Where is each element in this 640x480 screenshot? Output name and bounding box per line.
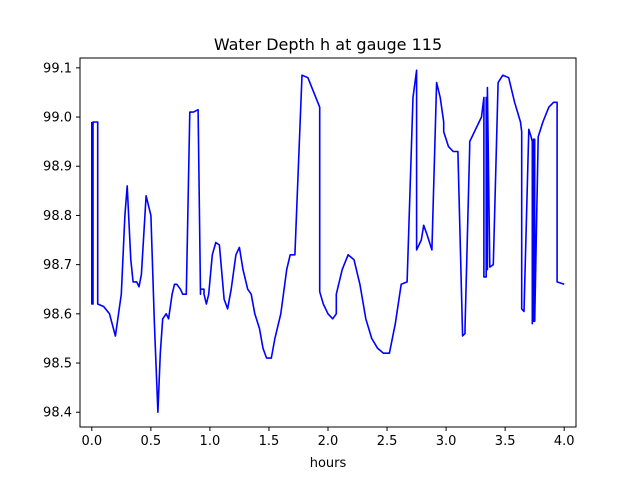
y-tick-label: 98.6 bbox=[43, 307, 72, 322]
x-axis: 0.0 0.5 1.0 1.5 2.0 2.5 3.0 3.5 4.0 bbox=[81, 427, 575, 449]
y-tick-label: 98.9 bbox=[43, 160, 72, 175]
y-tick-label: 98.4 bbox=[43, 406, 72, 421]
x-tick-label: 3.0 bbox=[436, 434, 457, 449]
y-tick-label: 98.7 bbox=[43, 258, 72, 273]
series-layer bbox=[91, 69, 565, 414]
x-tick-label: 0.5 bbox=[141, 434, 162, 449]
x-tick-label: 1.0 bbox=[200, 434, 221, 449]
plot-frame bbox=[79, 57, 577, 428]
x-tick-label: 2.5 bbox=[377, 434, 398, 449]
x-axis-label: hours bbox=[310, 456, 347, 471]
y-tick-label: 98.8 bbox=[43, 209, 72, 224]
x-tick-label: 1.5 bbox=[259, 434, 280, 449]
y-tick-label: 98.5 bbox=[43, 357, 72, 372]
x-tick-label: 0.0 bbox=[81, 434, 102, 449]
chart-title: Water Depth h at gauge 115 bbox=[214, 35, 442, 54]
y-axis: 98.4 98.5 98.6 98.7 98.8 98.9 99.0 99.1 bbox=[43, 61, 80, 421]
x-tick-label: 2.0 bbox=[318, 434, 339, 449]
x-tick-label: 4.0 bbox=[554, 434, 575, 449]
series-line bbox=[91, 69, 565, 414]
x-tick-label: 3.5 bbox=[495, 434, 516, 449]
y-tick-label: 99.0 bbox=[43, 111, 72, 126]
y-tick-label: 99.1 bbox=[43, 61, 72, 76]
